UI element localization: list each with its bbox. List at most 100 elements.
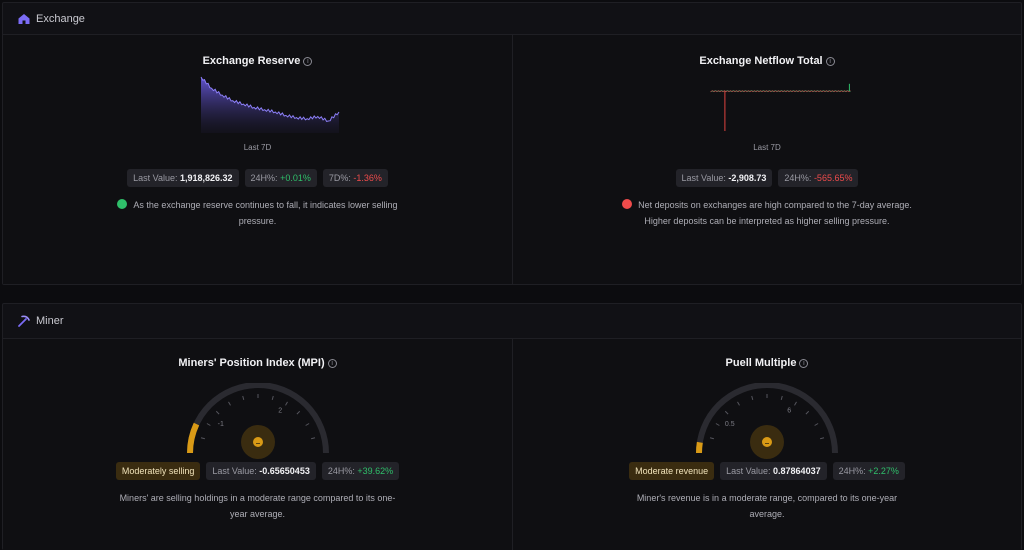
gauge-tick-label: 0.5 <box>725 421 735 428</box>
exchange-reserve-description-block: As the exchange reserve continues to fal… <box>113 197 403 229</box>
gauge-tick-label: -1 <box>217 421 223 428</box>
frown-icon <box>622 199 633 209</box>
gauge-tick <box>310 437 315 440</box>
gauge-tick <box>780 395 783 401</box>
exchange-netflow-description: Net deposits on exchanges are high compa… <box>638 200 912 226</box>
change-7d-pill: 7D%: -1.36% <box>322 169 388 187</box>
miner-section-title: Miner <box>36 315 64 327</box>
puell-title: Puell Multiple <box>725 357 797 369</box>
neutral-face-icon <box>252 437 263 447</box>
pickaxe-icon <box>17 314 31 328</box>
gauge-tick <box>737 401 740 406</box>
gauge-tick <box>794 401 797 406</box>
gauge-tick <box>814 423 819 426</box>
change-24h-label: 24H%: <box>784 173 814 183</box>
gauge-tick <box>241 395 244 401</box>
puell-stats: Moderate revenue Last Value: 0.87864037 … <box>513 462 1021 480</box>
change-24h-pill: 24H%: +0.01% <box>244 169 317 187</box>
gauge-tick <box>206 423 211 426</box>
miner-section-header: Miner <box>3 304 1021 339</box>
home-icon <box>17 12 31 26</box>
exchange-netflow-period: Last 7D <box>753 143 781 152</box>
last-value: 0.87864037 <box>773 466 821 476</box>
change-24h-pill: 24H%: +2.27% <box>832 462 905 480</box>
exchange-reserve-sparkline <box>200 76 340 133</box>
exchange-netflow-chart <box>709 79 855 131</box>
puell-card: Puell Multiple i 0.5 6 Moderate revenue L… <box>512 339 1021 550</box>
exchange-reserve-chart <box>199 75 341 133</box>
mpi-gauge-svg: -1 2 <box>186 383 329 459</box>
gauge-tick <box>215 410 219 415</box>
change-24h-value: +0.01% <box>280 173 311 183</box>
gauge-tick <box>805 410 810 415</box>
mpi-gauge: -1 2 <box>183 383 333 461</box>
last-value-pill: Last Value: -0.65650453 <box>206 462 316 480</box>
exchange-reserve-period: Last 7D <box>243 143 272 152</box>
gauge-tick <box>200 437 205 440</box>
exchange-reserve-stats: Last Value: 1,918,826.32 24H%: +0.01% 7D… <box>3 169 512 187</box>
info-icon[interactable]: i <box>327 359 337 368</box>
info-icon[interactable]: i <box>799 359 809 368</box>
last-value: -2,908.73 <box>728 173 767 183</box>
change-24h-label: 24H%: <box>838 466 869 476</box>
change-7d-value: -1.36% <box>353 173 382 183</box>
netflow-bar <box>724 91 726 131</box>
status-badge: Moderate revenue <box>629 462 715 480</box>
mpi-title-row: Miners' Position Index (MPI) i <box>3 357 512 369</box>
last-value-pill: Last Value: -2,908.73 <box>675 169 773 187</box>
gauge-tick <box>304 423 309 426</box>
last-value-label: Last Value: <box>681 173 729 183</box>
gauge-tick <box>284 401 288 406</box>
exchange-netflow-title-row: Exchange Netflow Total i <box>513 55 1021 67</box>
netflow-bar <box>848 83 850 91</box>
netflow-baseline <box>710 90 851 93</box>
last-value-pill: Last Value: 1,918,826.32 <box>127 169 239 187</box>
exchange-netflow-description-block: Net deposits on exchanges are high compa… <box>622 197 912 229</box>
exchange-netflow-bars <box>710 83 852 131</box>
mpi-title: Miners' Position Index (MPI) <box>178 357 325 369</box>
exchange-section: Exchange Exchange Reserve i <box>2 2 1022 285</box>
gauge-tick <box>751 395 754 401</box>
exchange-reserve-card: Exchange Reserve i Last 7D Last Value: 1, <box>3 35 512 284</box>
exchange-reserve-description: As the exchange reserve continues to fal… <box>133 200 398 226</box>
miner-section: Miner Miners' Position Index (MPI) i -1 2 <box>2 303 1022 550</box>
last-value-label: Last Value: <box>212 466 260 476</box>
last-value-pill: Last Value: 0.87864037 <box>720 462 827 480</box>
info-icon[interactable]: i <box>303 57 313 66</box>
exchange-netflow-title: Exchange Netflow Total <box>699 55 823 67</box>
gauge-tick <box>227 401 231 406</box>
mpi-card: Miners' Position Index (MPI) i -1 2 Moder… <box>3 339 512 550</box>
neutral-face-icon <box>762 437 772 447</box>
gauge-tick <box>296 410 300 415</box>
info-icon[interactable]: i <box>825 57 835 66</box>
exchange-netflow-card: Exchange Netflow Total i Last 7D Last Val… <box>512 35 1021 284</box>
status-badge: Moderately selling <box>115 462 201 480</box>
smile-icon <box>117 199 128 209</box>
change-24h-pill: 24H%: -565.65% <box>778 169 859 187</box>
gauge-tick-label: 2 <box>278 408 282 415</box>
last-value-label: Last Value: <box>726 466 774 476</box>
change-24h-value: +39.62% <box>357 466 394 476</box>
change-7d-label: 7D%: <box>328 173 354 183</box>
mpi-stats: Moderately selling Last Value: -0.656504… <box>3 462 512 480</box>
gauge-tick <box>709 437 715 440</box>
exchange-section-header: Exchange <box>3 3 1021 35</box>
change-24h-label: 24H%: <box>327 466 358 476</box>
gauge-tick-label: 6 <box>787 408 791 415</box>
puell-title-row: Puell Multiple i <box>513 357 1021 369</box>
mpi-description: Miners' are selling holdings in a modera… <box>119 493 396 519</box>
change-24h-value: -565.65% <box>813 173 853 183</box>
change-24h-value: +2.27% <box>868 466 899 476</box>
exchange-netflow-stats: Last Value: -2,908.73 24H%: -565.65% <box>513 169 1021 187</box>
gauge-tick <box>271 395 274 401</box>
exchange-reserve-title-row: Exchange Reserve i <box>3 55 512 67</box>
gauge-tick <box>724 410 729 415</box>
exchange-reserve-title: Exchange Reserve <box>202 55 301 67</box>
change-24h-label: 24H%: <box>250 173 281 183</box>
puell-description: Miner's revenue is in a moderate range, … <box>636 493 898 519</box>
gauge-tick <box>715 423 720 426</box>
exchange-section-title: Exchange <box>36 12 85 25</box>
gauge-tick <box>819 437 825 440</box>
last-value: 1,918,826.32 <box>179 173 233 183</box>
change-24h-pill: 24H%: +39.62% <box>321 462 400 480</box>
